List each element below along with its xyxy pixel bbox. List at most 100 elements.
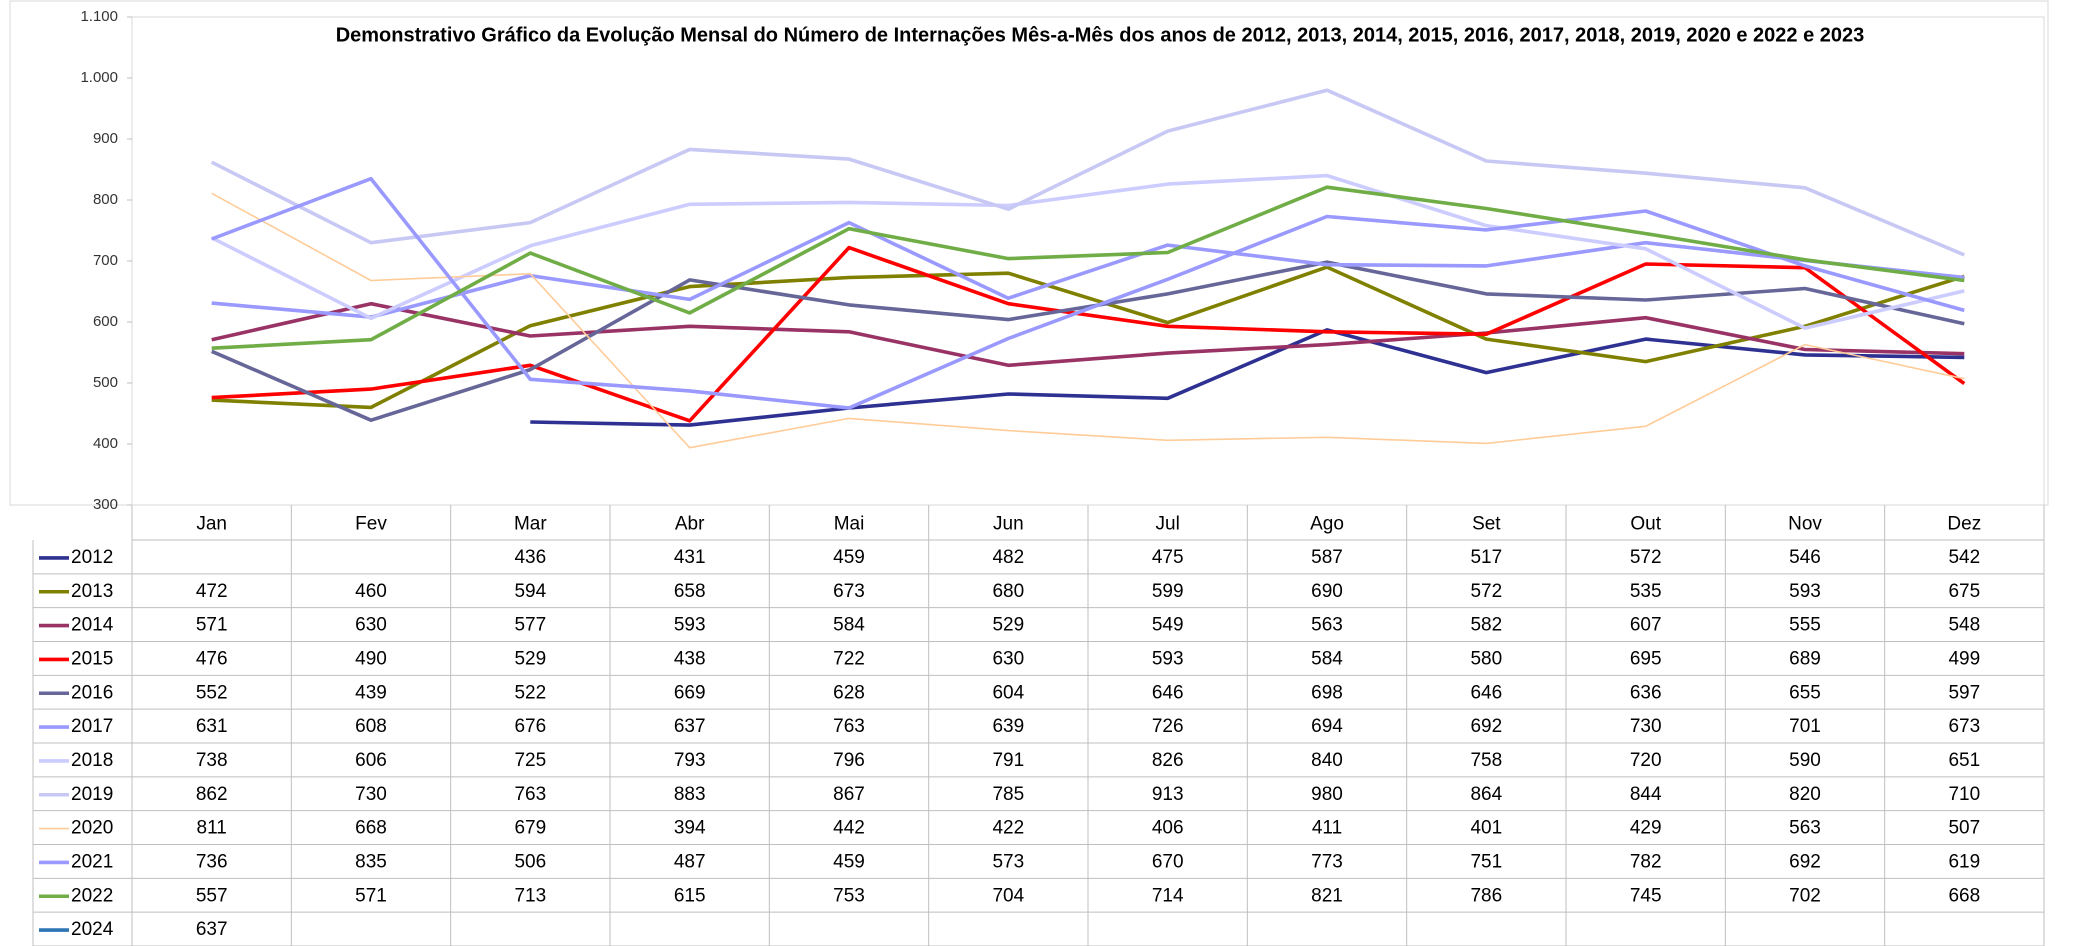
table-value: 668 <box>1948 885 1980 906</box>
table-value: 714 <box>1152 885 1184 906</box>
series-line <box>211 265 1965 410</box>
legend-label: 2015 <box>71 648 113 669</box>
table-value: 587 <box>1311 547 1343 568</box>
table-value: 535 <box>1630 581 1662 602</box>
table-value: 599 <box>1152 581 1184 602</box>
table-value: 675 <box>1948 581 1980 602</box>
table-value: 619 <box>1948 851 1980 872</box>
table-value: 695 <box>1630 648 1662 669</box>
table-value: 606 <box>355 750 387 771</box>
legend-label: 2019 <box>71 784 113 805</box>
table-value: 499 <box>1948 648 1980 669</box>
table-value: 713 <box>514 885 546 906</box>
table-value: 668 <box>355 818 387 839</box>
table-value: 745 <box>1630 885 1662 906</box>
table-value: 431 <box>674 547 706 568</box>
table-value: 753 <box>833 885 865 906</box>
table-value: 913 <box>1152 784 1184 805</box>
table-value: 584 <box>833 615 865 636</box>
table-value: 796 <box>833 750 865 771</box>
y-tick-label: 1.100 <box>80 8 118 25</box>
x-tick-label: Out <box>1630 514 1661 535</box>
table-value: 786 <box>1470 885 1502 906</box>
table-value: 487 <box>674 851 706 872</box>
table-value: 584 <box>1311 648 1343 669</box>
table-value: 785 <box>992 784 1024 805</box>
table-value: 835 <box>355 851 387 872</box>
table-value: 580 <box>1470 648 1502 669</box>
series-line <box>210 260 1965 422</box>
table-value: 529 <box>514 648 546 669</box>
table-value: 844 <box>1630 784 1662 805</box>
table-value: 573 <box>992 851 1024 872</box>
table-value: 639 <box>992 716 1024 737</box>
legend-label: 2024 <box>71 919 114 940</box>
table-value: 730 <box>355 784 387 805</box>
table-value: 725 <box>514 750 546 771</box>
table-value: 401 <box>1470 818 1502 839</box>
table-value: 506 <box>514 851 546 872</box>
table-value: 646 <box>1470 682 1502 703</box>
table-value: 394 <box>674 818 706 839</box>
table-value: 563 <box>1311 615 1343 636</box>
table-value: 738 <box>196 750 228 771</box>
table-value: 608 <box>355 716 387 737</box>
x-tick-label: Mar <box>514 514 547 535</box>
x-tick-label: Ago <box>1310 514 1344 535</box>
table-value: 522 <box>514 682 546 703</box>
table-value: 692 <box>1789 851 1821 872</box>
table-value: 655 <box>1789 682 1821 703</box>
table-value: 980 <box>1311 784 1343 805</box>
legend-label: 2013 <box>71 581 113 602</box>
table-value: 593 <box>1789 581 1821 602</box>
table-value: 722 <box>833 648 865 669</box>
table-value: 517 <box>1470 547 1502 568</box>
table-value: 630 <box>992 648 1024 669</box>
table-value: 607 <box>1630 615 1662 636</box>
table-value: 442 <box>833 818 865 839</box>
table-value: 439 <box>355 682 387 703</box>
table-value: 670 <box>1152 851 1184 872</box>
table-value: 436 <box>514 547 546 568</box>
table-value: 811 <box>197 818 227 839</box>
table-value: 758 <box>1470 750 1502 771</box>
table-value: 555 <box>1789 615 1821 636</box>
table-value: 736 <box>196 851 228 872</box>
y-tick-label: 300 <box>93 496 118 513</box>
y-tick-label: 800 <box>93 191 118 208</box>
table-value: 679 <box>514 818 546 839</box>
table-value: 793 <box>674 750 706 771</box>
table-value: 867 <box>833 784 865 805</box>
series-line <box>211 245 1966 423</box>
series-line <box>211 220 1965 319</box>
table-value: 883 <box>674 784 706 805</box>
table-value: 548 <box>1948 615 1980 636</box>
table-value: 572 <box>1470 581 1502 602</box>
table-value: 546 <box>1789 547 1821 568</box>
table-value: 571 <box>196 615 228 636</box>
table-value: 791 <box>992 750 1024 771</box>
table-value: 630 <box>355 615 387 636</box>
legend-label: 2021 <box>71 851 113 872</box>
table-value: 726 <box>1152 716 1184 737</box>
table-value: 720 <box>1630 750 1662 771</box>
table-value: 459 <box>833 547 865 568</box>
table-value: 782 <box>1630 851 1662 872</box>
y-tick-label: 600 <box>93 313 118 330</box>
table-value: 763 <box>514 784 546 805</box>
table-value: 658 <box>674 581 706 602</box>
table-value: 549 <box>1152 615 1184 636</box>
table-value: 673 <box>833 581 865 602</box>
table-value: 673 <box>1948 716 1980 737</box>
table-value: 669 <box>674 682 706 703</box>
table-value: 698 <box>1311 682 1343 703</box>
table-value: 542 <box>1948 547 1980 568</box>
x-tick-label: Jan <box>196 514 227 535</box>
table-value: 631 <box>196 716 228 737</box>
table-value: 628 <box>833 682 865 703</box>
table-value: 460 <box>355 581 387 602</box>
table-value: 763 <box>833 716 865 737</box>
table-value: 472 <box>196 581 228 602</box>
table-value: 582 <box>1470 615 1502 636</box>
